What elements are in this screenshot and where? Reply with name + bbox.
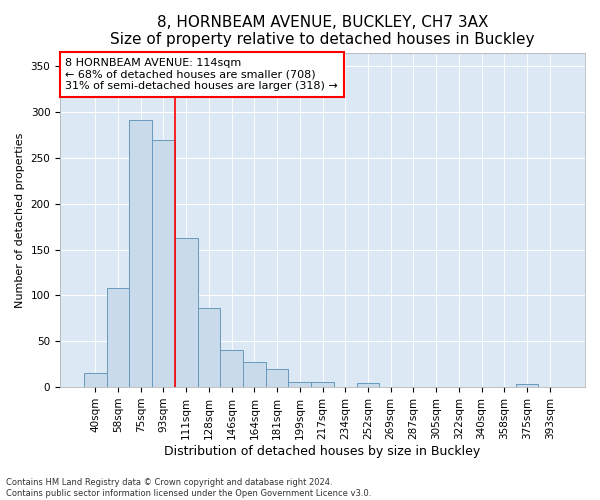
Bar (515, 384, 538, 387)
Bar (220, 350, 243, 387)
Bar (289, 382, 311, 387)
Bar (266, 369, 289, 387)
Title: 8, HORNBEAM AVENUE, BUCKLEY, CH7 3AX
Size of property relative to detached house: 8, HORNBEAM AVENUE, BUCKLEY, CH7 3AX Siz… (110, 15, 535, 48)
Bar (84, 374, 107, 387)
Text: 8 HORNBEAM AVENUE: 114sqm
← 68% of detached houses are smaller (708)
31% of semi: 8 HORNBEAM AVENUE: 114sqm ← 68% of detac… (65, 58, 338, 91)
Bar (311, 382, 334, 387)
Bar (356, 382, 379, 387)
Bar (107, 288, 130, 387)
Y-axis label: Number of detached properties: Number of detached properties (15, 132, 25, 308)
Bar (197, 308, 220, 387)
Bar (130, 120, 152, 387)
Text: Contains HM Land Registry data © Crown copyright and database right 2024.
Contai: Contains HM Land Registry data © Crown c… (6, 478, 371, 498)
Bar (152, 140, 175, 387)
Bar (175, 238, 197, 387)
X-axis label: Distribution of detached houses by size in Buckley: Distribution of detached houses by size … (164, 444, 481, 458)
Bar (243, 362, 266, 387)
